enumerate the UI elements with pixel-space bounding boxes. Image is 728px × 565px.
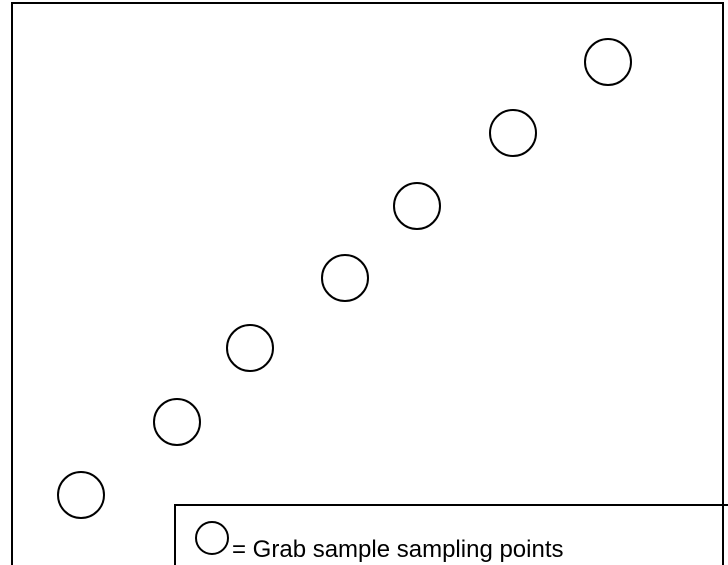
legend-box [174, 504, 728, 565]
sampling-point-circle [393, 182, 441, 230]
circle-outline-icon [195, 521, 229, 555]
sampling-point-circle [584, 38, 632, 86]
sampling-point-circle [57, 471, 105, 519]
sampling-point-circle [226, 324, 274, 372]
legend: = Grab sample sampling points [174, 504, 728, 565]
sampling-point-circle [321, 254, 369, 302]
sampling-point-circle [489, 109, 537, 157]
legend-label: = Grab sample sampling points [232, 536, 564, 563]
sampling-points [57, 38, 632, 519]
diagram-frame [11, 2, 724, 565]
sampling-point-circle [153, 398, 201, 446]
